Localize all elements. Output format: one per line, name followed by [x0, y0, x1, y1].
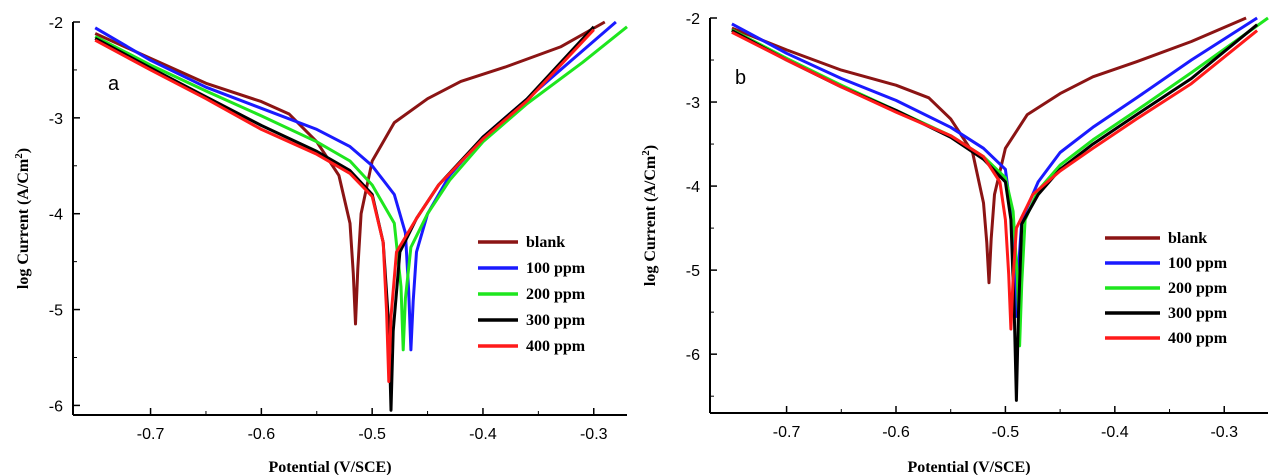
legend-label: blank	[1168, 230, 1207, 247]
y-axis-label-sup: 2	[640, 150, 652, 156]
panel-label: b	[735, 67, 746, 89]
y-axis-label-text: log Current (A/Cm	[642, 155, 659, 286]
legend-label: 100 ppm	[526, 260, 586, 277]
panel-label: a	[108, 73, 120, 95]
y-axis-label-end: )	[642, 145, 659, 150]
y-tick-label: -3	[686, 95, 700, 112]
x-axis-label: Potential (V/SCE)	[907, 459, 1030, 475]
x-tick-label: -0.3	[1210, 424, 1238, 441]
y-axis-label-text: log Current (A/Cm	[15, 158, 32, 289]
legend-label: 200 ppm	[1168, 280, 1228, 297]
chart-panel-a: -0.7 -0.6 -0.5 -0.4 -0.3 -2 -3 -4 -5 -6 Potential …	[13, 15, 628, 475]
y-tick-label: -3	[49, 111, 63, 128]
series-line-300-ppm	[94, 25, 595, 412]
x-tick-label: -0.4	[469, 426, 497, 443]
legend-label: blank	[526, 234, 565, 251]
x-tick-label: -0.4	[1101, 424, 1129, 441]
y-axis-label-sup: 2	[13, 153, 25, 159]
x-tick-label: -0.7	[773, 424, 801, 441]
y-axis-label: log Current (A/Cm2)	[13, 148, 32, 289]
y-tick-label: -2	[49, 15, 63, 32]
x-axis-label: Potential (V/SCE)	[268, 459, 391, 475]
series-line-100-ppm	[731, 16, 1258, 318]
x-tick-label: -0.7	[137, 426, 165, 443]
legend-label: 400 ppm	[1168, 330, 1228, 347]
y-tick-label: -5	[49, 303, 63, 320]
chart-panel-b: -0.7 -0.6 -0.5 -0.4 -0.3 -2 -3 -4 -5 -6 Potential …	[640, 11, 1269, 475]
y-axis-label: log Current (A/Cm2)	[640, 145, 659, 286]
x-tick-label: -0.6	[882, 424, 910, 441]
x-tick-label: -0.5	[992, 424, 1020, 441]
x-tick-label: -0.3	[580, 426, 608, 443]
legend-label: 400 ppm	[526, 338, 586, 355]
y-tick-label: -4	[49, 207, 63, 224]
legend-label: 200 ppm	[526, 286, 586, 303]
series-line-400-ppm	[731, 29, 1259, 331]
legend-label: 300 ppm	[1168, 305, 1228, 322]
series-line-blank	[94, 20, 606, 326]
x-tick-label: -0.6	[248, 426, 276, 443]
y-tick-label: -5	[686, 263, 700, 280]
y-axis-label-end: )	[15, 148, 32, 153]
legend-label: 100 ppm	[1168, 255, 1228, 272]
y-tick-label: -2	[686, 11, 700, 28]
y-tick-label: -6	[49, 398, 63, 415]
series-line-blank	[731, 16, 1247, 285]
series-line-200-ppm	[94, 25, 628, 352]
y-tick-label: -6	[686, 347, 700, 364]
y-tick-label: -4	[686, 179, 700, 196]
legend-label: 300 ppm	[526, 312, 586, 329]
series-line-400-ppm	[94, 28, 595, 383]
x-tick-label: -0.5	[358, 426, 386, 443]
